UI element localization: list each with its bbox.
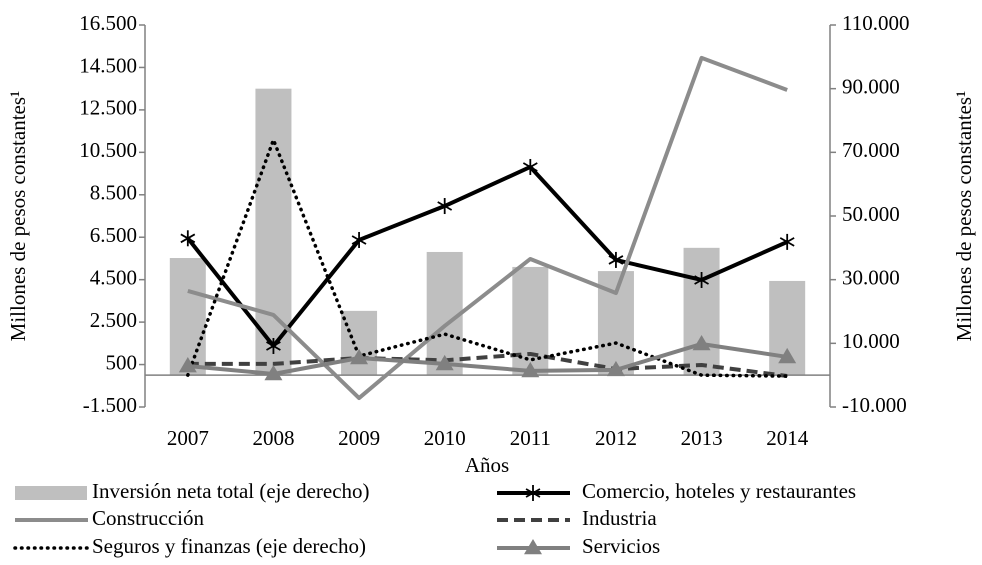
legend-item: Comercio, hoteles y restaurantes bbox=[497, 479, 856, 503]
y-tick-label: 6.500 bbox=[90, 223, 137, 247]
legend-label: Construcción bbox=[92, 506, 204, 530]
y2-tick-label: 70.000 bbox=[842, 138, 900, 162]
legend-label: Servicios bbox=[582, 534, 660, 558]
line bbox=[187, 55, 788, 401]
line bbox=[187, 341, 788, 376]
marker bbox=[694, 271, 709, 288]
legend-item: Servicios bbox=[497, 534, 660, 558]
bar bbox=[512, 266, 549, 376]
y-tick-label: 16.500 bbox=[79, 11, 137, 35]
legend-item: Construcción bbox=[15, 506, 204, 530]
bar bbox=[169, 258, 206, 376]
y-tick-label: 10.500 bbox=[79, 138, 137, 162]
x-tick-label: 2014 bbox=[766, 426, 809, 450]
marker-stroke bbox=[266, 341, 281, 351]
marker-stroke bbox=[608, 255, 624, 265]
y2-tick-label: -10.000 bbox=[842, 393, 907, 417]
marker bbox=[180, 230, 196, 247]
y2-tick-label: 90.000 bbox=[842, 74, 900, 98]
legend-marker bbox=[525, 485, 541, 501]
legend-label: Inversión neta total (eje derecho) bbox=[92, 479, 370, 503]
y2-tick-label: 10.000 bbox=[842, 329, 900, 353]
legend-label: Comercio, hoteles y restaurantes bbox=[582, 479, 856, 503]
y-tick-label: 12.500 bbox=[79, 96, 137, 120]
y2-tick-label: 50.000 bbox=[842, 202, 900, 226]
marker bbox=[435, 354, 454, 371]
marker bbox=[351, 231, 367, 248]
x-tick-label: 2013 bbox=[681, 426, 723, 450]
marker-stroke bbox=[525, 488, 541, 498]
marker bbox=[778, 347, 797, 364]
y2-axis-label: Millones de pesos constantes¹ bbox=[952, 91, 976, 342]
x-tick-label: 2011 bbox=[510, 426, 551, 450]
legend-label: Industria bbox=[582, 506, 657, 530]
marker-stroke bbox=[779, 237, 795, 247]
marker bbox=[692, 334, 711, 351]
y-tick-label: 4.500 bbox=[90, 265, 137, 289]
y-tick-label: 14.500 bbox=[79, 53, 137, 77]
line bbox=[186, 138, 789, 378]
marker bbox=[266, 337, 281, 354]
x-tick-label: 2008 bbox=[252, 426, 294, 450]
legend-item: Inversión neta total (eje derecho) bbox=[15, 479, 370, 503]
legend-swatch bbox=[15, 486, 87, 500]
marker-stroke bbox=[694, 275, 709, 285]
x-tick-label: 2010 bbox=[424, 426, 466, 450]
legend-label: Seguros y finanzas (eje derecho) bbox=[92, 534, 366, 558]
bar bbox=[683, 247, 720, 376]
marker bbox=[521, 361, 540, 378]
y-axis-label: Millones de pesos constantes¹ bbox=[6, 91, 30, 342]
x-tick-label: 2012 bbox=[595, 426, 637, 450]
marker bbox=[779, 233, 795, 250]
y2-tick-label: 110.000 bbox=[842, 11, 909, 35]
bar bbox=[341, 310, 378, 376]
bar bbox=[426, 251, 463, 376]
marker bbox=[522, 158, 538, 175]
x-tick-label: 2009 bbox=[338, 426, 380, 450]
legend-marker bbox=[524, 539, 542, 555]
legend-item: Industria bbox=[497, 506, 657, 530]
marker-stroke bbox=[351, 235, 367, 245]
legend-item: Seguros y finanzas (eje derecho) bbox=[13, 534, 366, 558]
y-tick-label: 500 bbox=[106, 350, 138, 374]
line bbox=[187, 351, 788, 378]
marker bbox=[264, 364, 283, 381]
y-tick-label: 8.500 bbox=[90, 181, 137, 205]
marker bbox=[608, 251, 624, 268]
marker bbox=[178, 357, 197, 373]
y-tick-label: -1.500 bbox=[83, 393, 137, 417]
marker bbox=[437, 198, 453, 215]
y2-tick-label: 30.000 bbox=[842, 265, 900, 289]
marker bbox=[350, 348, 369, 365]
marker bbox=[606, 360, 625, 377]
marker-stroke bbox=[437, 201, 453, 211]
marker-stroke bbox=[522, 162, 538, 172]
y-tick-label: 2.500 bbox=[90, 308, 137, 332]
x-tick-label: 2007 bbox=[167, 426, 209, 450]
x-axis-label: Años bbox=[465, 453, 509, 477]
marker-stroke bbox=[180, 233, 196, 244]
